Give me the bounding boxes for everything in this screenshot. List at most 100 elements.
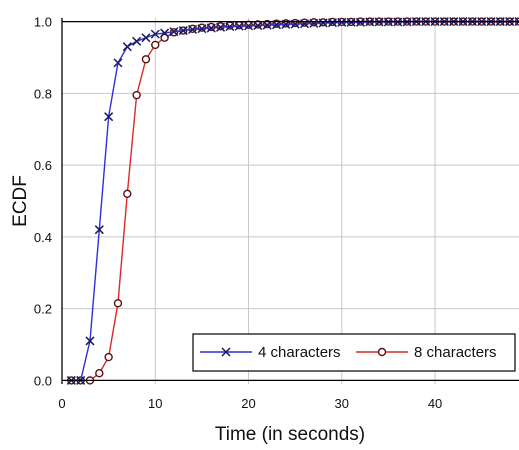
- data-point-8-characters: [160, 33, 169, 42]
- y-tick-label: 0.4: [34, 230, 52, 245]
- data-point-4-characters: [346, 17, 356, 27]
- x-tick-label: 20: [241, 396, 255, 411]
- x-marker-stroke: [141, 33, 151, 43]
- x-marker-stroke: [234, 21, 244, 31]
- data-point-4-characters: [113, 58, 123, 68]
- data-point-4-characters: [169, 27, 179, 37]
- x-marker-stroke: [122, 42, 132, 52]
- x-marker-stroke: [514, 17, 519, 23]
- data-point-8-characters: [141, 55, 151, 64]
- grid: [62, 18, 519, 384]
- y-tick-label: 0.6: [34, 158, 52, 173]
- data-point-4-characters: [216, 22, 226, 32]
- x-marker-stroke: [244, 21, 254, 31]
- data-point-4-characters: [141, 33, 151, 43]
- x-marker-stroke: [225, 22, 235, 32]
- y-tick-label: 0.8: [34, 86, 52, 101]
- x-marker-stroke: [327, 18, 337, 28]
- series-8-characters: [67, 17, 519, 385]
- legend-label-8-characters: 8 characters: [414, 344, 497, 361]
- legend-item-8-characters: 8 characters: [356, 344, 497, 361]
- x-marker-stroke: [355, 17, 365, 27]
- x-marker-stroke: [150, 29, 160, 39]
- data-point-8-characters: [309, 18, 319, 27]
- y-tick-label: 0.0: [34, 373, 52, 388]
- series-line-4-characters: [71, 20, 519, 382]
- y-tick-label: 1.0: [34, 15, 52, 30]
- data-point-4-characters: [225, 22, 235, 32]
- x-marker-stroke: [160, 28, 170, 38]
- data-point-8-characters: [300, 18, 309, 27]
- x-marker-stroke: [514, 20, 519, 27]
- x-axis-title: Time (in seconds): [215, 424, 365, 445]
- data-point-8-characters: [151, 40, 160, 50]
- x-marker-stroke: [206, 23, 216, 33]
- series-4-characters: [66, 17, 519, 385]
- x-marker-stroke: [337, 17, 347, 27]
- data-point-4-characters: [150, 29, 160, 39]
- x-marker-stroke: [188, 24, 198, 35]
- data-point-8-characters: [216, 22, 225, 31]
- data-point-8-characters: [132, 90, 141, 100]
- data-point-8-characters: [197, 23, 207, 32]
- data-point-4-characters: [262, 20, 272, 30]
- y-axis-title: ECDF: [10, 175, 31, 227]
- data-point-4-characters: [122, 42, 132, 52]
- x-marker-stroke: [253, 21, 263, 31]
- x-marker-stroke: [262, 20, 272, 30]
- series-line-8-characters: [71, 20, 519, 382]
- data-point-4-characters: [309, 18, 319, 28]
- data-point-8-characters: [95, 369, 104, 378]
- plot-series: [66, 17, 519, 385]
- data-point-4-characters: [318, 18, 328, 28]
- x-marker-stroke: [197, 24, 207, 34]
- legend-label-4-characters: 4 characters: [258, 344, 341, 361]
- data-point-4-characters: [253, 21, 263, 31]
- x-tick-label: 10: [148, 396, 162, 411]
- data-point-8-characters: [290, 18, 300, 28]
- x-marker-stroke: [169, 27, 179, 37]
- tick-labels: 0 10 20 30 40 0.0 0.2 0.4 0.6 0.8 1.0: [34, 15, 442, 411]
- x-tick-label: 40: [428, 396, 442, 411]
- data-point-4-characters: [327, 18, 337, 28]
- data-point-8-characters: [225, 21, 235, 30]
- data-point-4-characters: [188, 24, 198, 35]
- data-point-4-characters: [104, 112, 114, 122]
- data-point-4-characters: [160, 28, 170, 38]
- data-point-4-characters: [244, 21, 254, 31]
- data-point-8-characters: [244, 20, 253, 30]
- data-point-4-characters: [234, 21, 244, 31]
- x-marker-stroke: [113, 58, 123, 68]
- x-tick-label: 30: [335, 396, 349, 411]
- x-marker-stroke: [104, 112, 114, 122]
- data-point-8-characters: [207, 22, 216, 32]
- legend-item-4-characters: 4 characters: [200, 344, 341, 361]
- x-marker-stroke: [132, 36, 142, 46]
- x-marker-stroke: [94, 225, 104, 235]
- data-point-8-characters: [104, 352, 113, 362]
- data-point-4-characters: [514, 17, 519, 27]
- data-point-4-characters: [355, 17, 365, 27]
- x-marker-stroke: [318, 18, 328, 28]
- data-point-4-characters: [94, 225, 104, 235]
- x-marker-stroke: [178, 26, 188, 36]
- x-marker-stroke: [221, 347, 231, 357]
- data-point-4-characters: [132, 36, 142, 46]
- data-point-4-characters: [337, 17, 347, 27]
- legend-items: 4 characters 8 characters: [200, 344, 497, 361]
- axes: [61, 18, 519, 384]
- legend: 4 characters 8 characters: [192, 333, 516, 372]
- data-point-8-characters: [281, 19, 291, 28]
- legend-marker-8-characters: [377, 347, 387, 357]
- data-point-8-characters: [123, 189, 132, 199]
- x-tick-label: 0: [58, 396, 65, 411]
- data-point-8-characters: [113, 299, 123, 308]
- legend-marker-4-characters: [221, 347, 231, 357]
- data-point-4-characters: [178, 26, 188, 36]
- y-tick-label: 0.2: [34, 302, 52, 317]
- data-point-4-characters: [85, 336, 95, 346]
- data-point-4-characters: [197, 24, 207, 34]
- x-marker-stroke: [346, 17, 356, 27]
- x-marker-stroke: [216, 22, 226, 32]
